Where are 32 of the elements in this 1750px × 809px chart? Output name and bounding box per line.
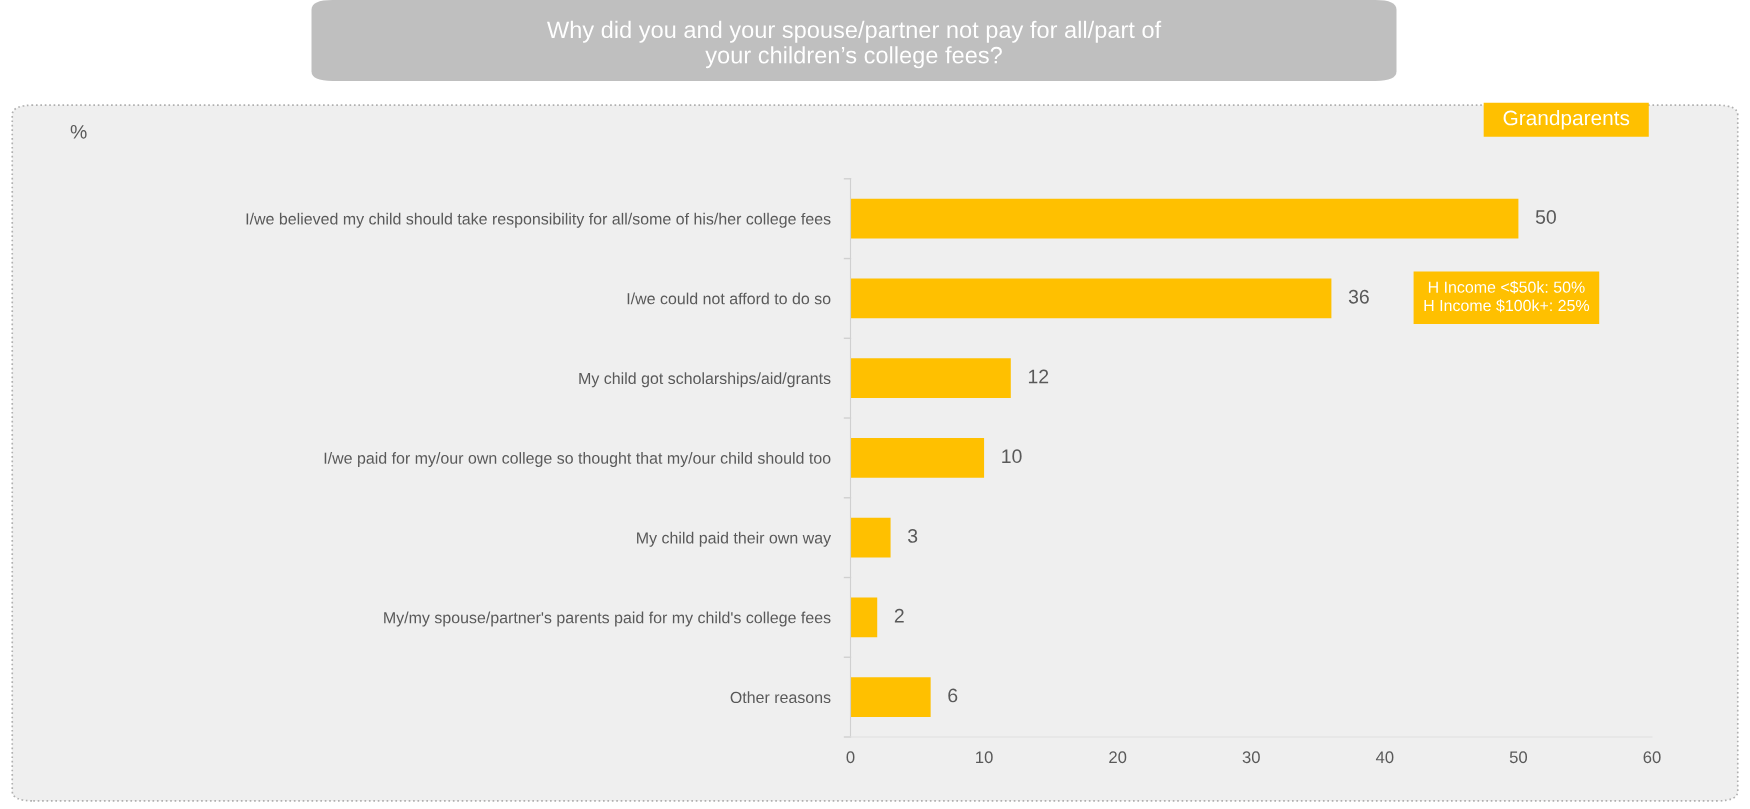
- x-tick-label: 40: [1375, 751, 1394, 764]
- x-tick-label: 10: [976, 751, 993, 764]
- y-tick-label: I/we believed my child should take responsibility for all/some of his/her college fees: [246, 212, 831, 228]
- bar: [850, 437, 985, 478]
- x-tick-label: 60: [1643, 751, 1661, 764]
- annotation: H Income <$50k: 50% H Income $100k+: 25%: [1424, 280, 1590, 313]
- data-label: 3: [907, 529, 918, 543]
- x-tick-label: 20: [1109, 751, 1127, 764]
- x-tick-label: 50: [1509, 751, 1528, 764]
- bar: [850, 198, 1519, 239]
- bar: [850, 677, 931, 718]
- bar: [850, 278, 1332, 319]
- data-label: 6: [948, 688, 958, 703]
- text: Grandparents: [1503, 110, 1630, 130]
- x-tick-label: 30: [1242, 751, 1260, 764]
- y-tick-label: Other reasons: [730, 691, 831, 704]
- bar: [850, 517, 891, 558]
- y-tick-label: My/my spouse/partner's parents paid for my child's college fees: [384, 611, 831, 627]
- data-label: 10: [1002, 449, 1022, 464]
- y-tick-label: My child got scholarships/aid/grants: [579, 372, 831, 388]
- x-tick-label: 0: [846, 751, 855, 764]
- y-tick-label: I/we paid for my/our own college so thought that my/our child should too: [324, 452, 831, 467]
- chart-title: Why did you and your spouse/partner not pay for all/part of your children’s college fees?: [547, 20, 1162, 69]
- y-tick-label: My child paid their own way: [637, 531, 832, 547]
- data-label: 36: [1348, 289, 1369, 304]
- data-label: 2: [894, 608, 904, 623]
- data-label: 50: [1535, 210, 1556, 224]
- text: %: [70, 125, 87, 139]
- bar: [850, 597, 878, 638]
- bar: [850, 358, 1011, 399]
- data-label: 12: [1028, 369, 1049, 384]
- y-tick-label: I/we could not afford to do so: [627, 292, 831, 305]
